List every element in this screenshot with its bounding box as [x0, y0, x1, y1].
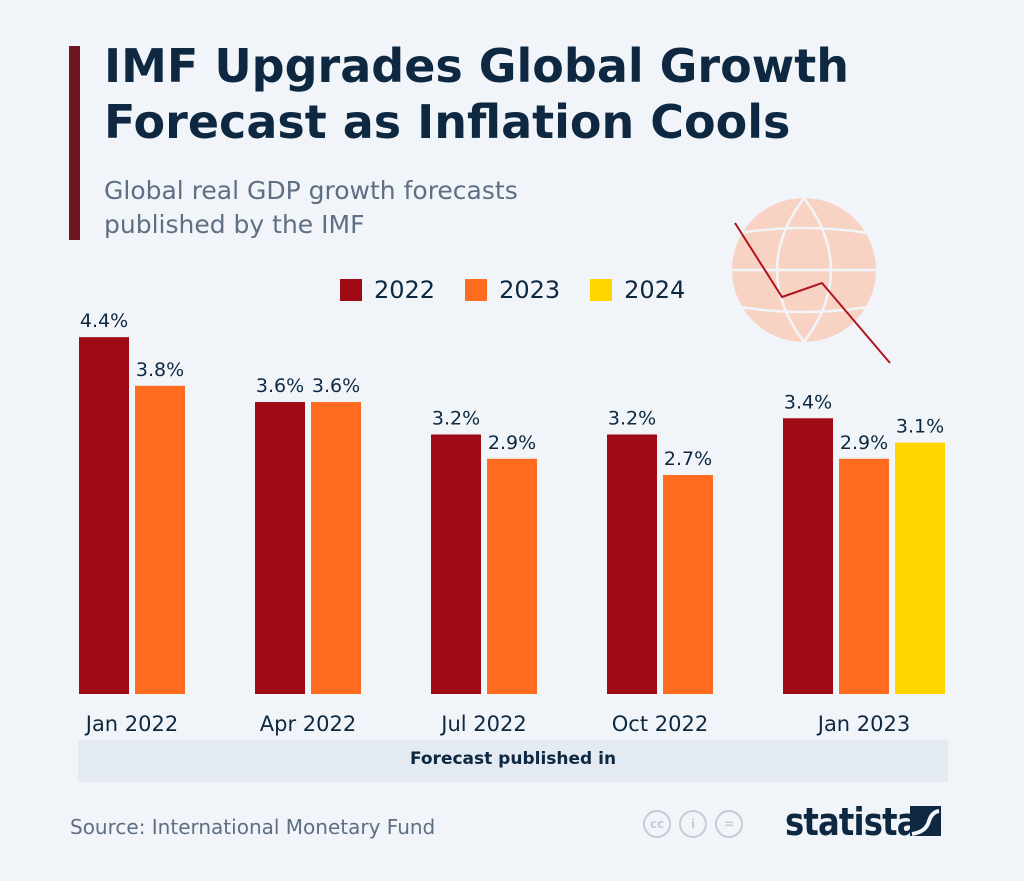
x-tick-label: Oct 2022	[612, 712, 708, 736]
data-label: 3.1%	[896, 416, 944, 438]
bar-2022	[255, 402, 305, 694]
bar-2023	[487, 458, 537, 694]
source-note: Source: International Monetary Fund	[70, 815, 436, 839]
legend-label: 2022	[374, 276, 436, 304]
x-tick-label: Jul 2022	[439, 712, 526, 736]
data-label: 2.7%	[664, 448, 712, 470]
data-label: 3.6%	[312, 375, 360, 397]
bar-2022	[783, 418, 833, 694]
bar-2023	[663, 475, 713, 694]
data-label: 3.8%	[136, 359, 184, 381]
legend-swatch	[465, 279, 488, 301]
bar-2022	[607, 434, 657, 694]
page-title: IMF Upgrades Global Growth Forecast as I…	[104, 39, 849, 149]
bar-2023	[135, 385, 185, 694]
data-label: 3.2%	[432, 407, 480, 429]
x-tick-label: Jan 2023	[816, 712, 911, 736]
legend-swatch	[340, 279, 362, 301]
bar-2022	[79, 337, 129, 694]
bar-2022	[431, 434, 481, 694]
by-icon: i	[679, 810, 707, 838]
statista-logo-mark	[910, 806, 941, 836]
legend-item-2023: 2023	[465, 276, 560, 304]
data-label: 3.6%	[256, 375, 304, 397]
cc-icon: cc	[643, 810, 671, 838]
subtitle-line-2: published by the IMF	[104, 210, 365, 239]
title-accent-bar	[69, 46, 80, 240]
subtitle-line-1: Global real GDP growth forecasts	[104, 176, 518, 205]
subtitle: Global real GDP growth forecasts publishe…	[104, 174, 518, 242]
x-tick-label: Apr 2022	[260, 712, 356, 736]
globe-trend-icon	[732, 197, 891, 364]
legend-item-2024: 2024	[590, 276, 685, 304]
x-axis-title: Forecast published in	[409, 749, 617, 769]
bar-2023	[311, 402, 361, 694]
x-axis-band	[78, 740, 948, 782]
legend-item-2022: 2022	[340, 276, 435, 304]
bar-2023	[839, 458, 889, 694]
data-label: 3.2%	[608, 407, 656, 429]
nd-icon: =	[715, 810, 743, 838]
data-label: 2.9%	[488, 432, 536, 454]
x-tick-label: Jan 2022	[84, 712, 179, 736]
data-label: 3.4%	[784, 391, 832, 413]
legend-swatch	[590, 279, 613, 301]
license-icons: cc i =	[643, 810, 743, 838]
chart-legend: 2022 2023 2024	[340, 276, 685, 304]
bar-2024	[895, 442, 945, 694]
data-label: 4.4%	[80, 310, 128, 332]
statista-logo: statista	[785, 800, 918, 844]
legend-label: 2024	[624, 276, 686, 304]
data-label: 2.9%	[840, 432, 888, 454]
legend-label: 2023	[499, 276, 561, 304]
